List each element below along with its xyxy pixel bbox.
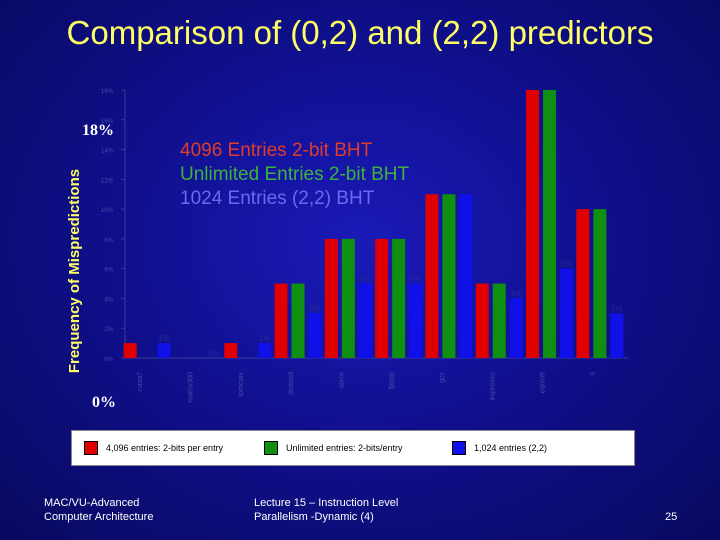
bar-li-2: [610, 313, 624, 358]
data-label: 5%: [360, 275, 372, 284]
data-labels: 1% 0% 1% 5% 5% 5% 4% 6% 5%: [158, 260, 622, 358]
bar-gcc-1: [442, 194, 456, 358]
legend-label: 4,096 entries: 2-bits per entry: [106, 443, 224, 453]
y-tick-label: 6%: [104, 268, 113, 274]
bar-doducd-1: [291, 283, 305, 358]
footer-lecture-line1: Lecture 15 – Instruction Level: [254, 497, 399, 509]
data-label: 5%: [309, 304, 321, 313]
legend-item-1024: 1,024 entries (2,2): [452, 441, 547, 455]
x-tick-label: tomcatv: [238, 372, 245, 397]
bar-espresso-1: [492, 283, 506, 358]
x-tick-label: espresso: [489, 372, 496, 401]
data-label: 5%: [611, 304, 623, 313]
x-tick-label: gcc: [439, 372, 446, 383]
x-tick-label: matrix300: [187, 372, 194, 403]
y-tick-label: 2%: [104, 327, 113, 333]
x-tick-label: doducd: [288, 372, 295, 395]
bar-nasa7-2: [157, 343, 171, 358]
bar-group: [123, 90, 624, 358]
legend-swatch-blue: [452, 441, 466, 455]
bar-spice-0: [324, 238, 338, 358]
overlay-line-4096: 4096 Entries 2-bit BHT: [180, 140, 373, 161]
y-tick-label: 16%: [101, 119, 114, 125]
bar-nasa7-0: [123, 343, 137, 358]
bar-espresso-2: [509, 298, 523, 358]
y-tick-label: 14%: [101, 149, 114, 155]
bar-spice-1: [341, 238, 355, 358]
slide-title: Comparison of (0,2) and (2,2) predictors: [66, 14, 654, 51]
bar-fpppp-2: [409, 283, 423, 358]
footer-course-line1: MAC/VU-Advanced: [44, 497, 140, 509]
legend-swatch-red: [84, 441, 98, 455]
y-bottom-label: 0%: [92, 394, 116, 411]
x-tick-label: eqntott: [540, 372, 547, 393]
page-number: 25: [665, 511, 678, 523]
bar-espresso-0: [475, 283, 489, 358]
legend-label: 1,024 entries (2,2): [474, 443, 548, 453]
footer-lecture-line2: Parallelism -Dynamic (4): [254, 511, 374, 523]
y-tick-label: 18%: [101, 89, 114, 95]
data-label: 1%: [259, 334, 271, 343]
bar-li-0: [576, 209, 590, 358]
legend-item-unlimited: Unlimited entries: 2-bits/entry: [264, 441, 403, 455]
legend-item-4096: 4,096 entries: 2-bits per entry: [84, 441, 223, 455]
y-tick-label: 4%: [104, 297, 113, 303]
y-tick-label: 8%: [104, 238, 113, 244]
bar-gcc-0: [425, 194, 439, 358]
bar-spice-2: [358, 283, 372, 358]
y-tick-label: 10%: [101, 208, 114, 214]
data-label: 5%: [410, 275, 422, 284]
x-tick-label: fpppp: [389, 372, 396, 390]
x-tick-label: spice: [338, 372, 345, 388]
overlay-legend: 4096 Entries 2-bit BHT Unlimited Entries…: [180, 139, 409, 211]
bar-li-1: [593, 209, 607, 358]
data-label: 4%: [510, 289, 522, 298]
x-tick-label: li: [590, 372, 597, 376]
legend-swatch-green: [264, 441, 278, 455]
x-tick-label: nasa7: [137, 372, 144, 391]
data-label: 1%: [158, 334, 170, 343]
x-tick-labels: nasa7 matrix300 tomcatv doducd spice fpppp gcc…: [137, 372, 597, 403]
y-top-label: 18%: [82, 122, 114, 139]
bar-tomcatv-2: [258, 343, 272, 358]
bar-doducd-0: [274, 283, 288, 358]
chart-legend: 4,096 entries: 2-bits per entry Unlimite…: [71, 430, 635, 466]
data-label: 0%: [209, 349, 221, 358]
bar-eqntott-1: [543, 90, 557, 358]
bar-doducd-2: [308, 313, 322, 358]
bar-eqntott-0: [526, 90, 540, 358]
bar-fpppp-1: [392, 238, 406, 358]
overlay-line-unlimited: Unlimited Entries 2-bit BHT: [180, 164, 410, 185]
bar-tomcatv-0: [224, 343, 238, 358]
overlay-line-1024: 1024 Entries (2,2) BHT: [180, 188, 375, 209]
bar-eqntott-2: [560, 268, 574, 358]
y-axis-label: Frequency of Mispredictions: [66, 168, 83, 374]
footer-course-line2: Computer Architecture: [44, 511, 154, 523]
bar-fpppp-0: [375, 238, 389, 358]
y-tick-label: 0%: [104, 357, 113, 363]
bar-chart: 0% 2% 4% 6% 8% 10% 12% 14% 16% 18% nasa7 matrix300…: [101, 89, 628, 403]
bar-gcc-2: [459, 194, 473, 358]
data-label: 6%: [561, 260, 573, 269]
legend-label: Unlimited entries: 2-bits/entry: [286, 443, 403, 453]
y-tick-label: 12%: [101, 178, 114, 184]
footer-lecture: Lecture 15 – Instruction Level Paralleli…: [254, 496, 398, 524]
footer-course: MAC/VU-Advanced Computer Architecture: [44, 496, 153, 524]
